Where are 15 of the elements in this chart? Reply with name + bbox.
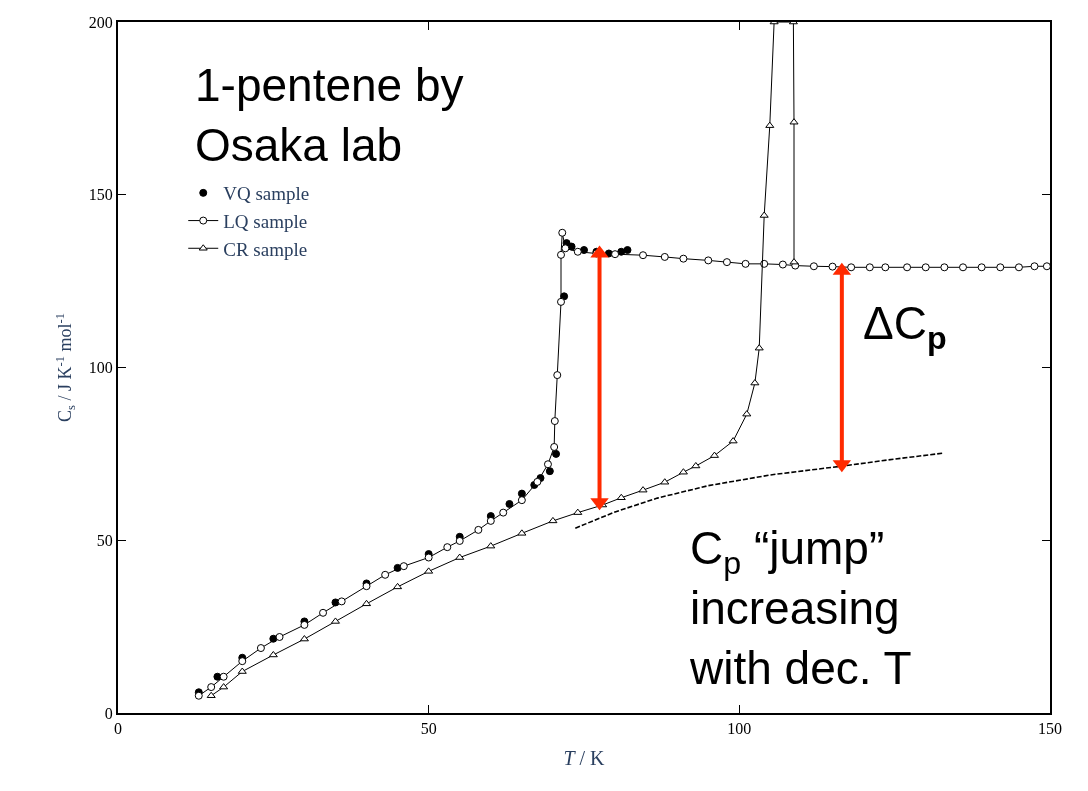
legend-label: CR sample xyxy=(223,238,308,260)
annotation: ΔC$_{p}$ xyxy=(863,297,947,356)
y-tick-label: 100 xyxy=(88,359,113,377)
x-tick-label: 100 xyxy=(727,720,752,738)
legend-label: LQ sample xyxy=(223,210,308,232)
y-tick-label: 150 xyxy=(88,186,113,204)
x-tick-label: 50 xyxy=(420,720,437,738)
legend-label: VQ sample xyxy=(223,183,310,205)
text: 1-pentene by Osaka lab xyxy=(195,59,464,171)
y-tick-label: 200 xyxy=(88,13,113,31)
y-tick-label: 0 xyxy=(104,704,113,722)
annotation: C$_{p}$ “jump” increasing with dec. T xyxy=(689,522,912,694)
x-axis-title: T / K xyxy=(563,747,606,770)
y-tick-label: 50 xyxy=(96,531,113,549)
x-tick-label: 150 xyxy=(1038,720,1062,738)
